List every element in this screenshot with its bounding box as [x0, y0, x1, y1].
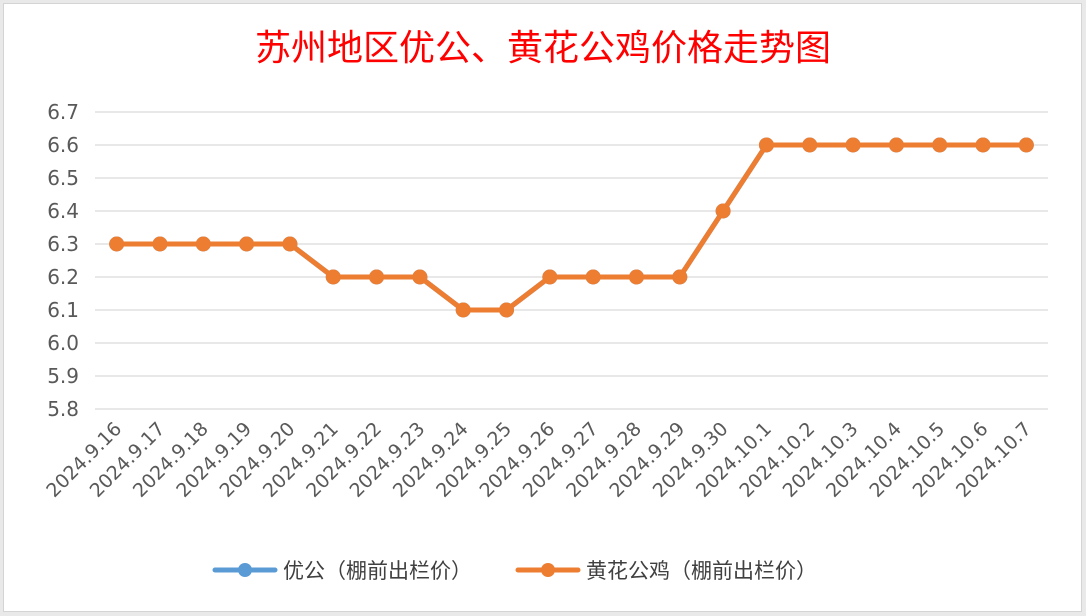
data-point: [195, 236, 211, 252]
data-point: [152, 236, 168, 252]
data-point: [239, 236, 255, 252]
series-layer: [109, 137, 1034, 318]
y-tick-label: 6.1: [47, 298, 79, 322]
legend-label: 优公（棚前出栏价）: [283, 559, 472, 583]
data-point: [499, 302, 515, 318]
series-0: [109, 137, 1034, 318]
data-point: [369, 269, 385, 285]
series-line: [114, 142, 1029, 313]
data-point: [542, 269, 558, 285]
legend-swatch-marker: [238, 563, 252, 577]
data-point: [628, 269, 644, 285]
chart-title: 苏州地区优公、黄花公鸡价格走势图: [255, 28, 831, 69]
data-point: [1018, 137, 1034, 153]
data-point: [888, 137, 904, 153]
y-axis-ticks: 5.8 5.9 6.0 6.1 6.2 6.3 6.4 6.5 6.6 6.7: [47, 100, 79, 421]
data-point: [758, 137, 774, 153]
legend-label: 黄花公鸡（棚前出栏价）: [586, 559, 817, 583]
y-tick-label: 5.8: [47, 397, 79, 421]
legend-swatch-marker: [541, 563, 555, 577]
data-point: [109, 236, 125, 252]
data-point: [282, 236, 298, 252]
data-point: [585, 269, 601, 285]
data-point: [845, 137, 861, 153]
data-point: [325, 269, 341, 285]
legend-item-1: 黄花公鸡（棚前出栏价）: [515, 559, 817, 583]
x-axis-ticks: 2024.9.162024.9.172024.9.182024.9.192024…: [42, 418, 1036, 502]
data-point: [412, 269, 428, 285]
series-line: [114, 142, 1029, 313]
y-tick-label: 6.4: [47, 199, 79, 223]
y-tick-label: 6.3: [47, 232, 79, 256]
data-point: [455, 302, 471, 318]
series-1: [109, 137, 1034, 318]
data-point: [932, 137, 948, 153]
data-point: [975, 137, 991, 153]
grid-lines: [95, 111, 1048, 410]
y-tick-label: 6.6: [47, 133, 79, 157]
y-tick-label: 6.7: [47, 100, 79, 124]
data-point: [715, 203, 731, 219]
y-tick-label: 6.5: [47, 166, 79, 190]
legend-item-0: 优公（棚前出栏价）: [212, 559, 472, 583]
chart-frame: [3, 3, 1082, 612]
y-tick-label: 6.2: [47, 265, 79, 289]
data-point: [802, 137, 818, 153]
legend: 优公（棚前出栏价） 黄花公鸡（棚前出栏价）: [212, 559, 817, 583]
y-tick-label: 5.9: [47, 364, 79, 388]
data-point: [672, 269, 688, 285]
y-tick-label: 6.0: [47, 331, 79, 355]
